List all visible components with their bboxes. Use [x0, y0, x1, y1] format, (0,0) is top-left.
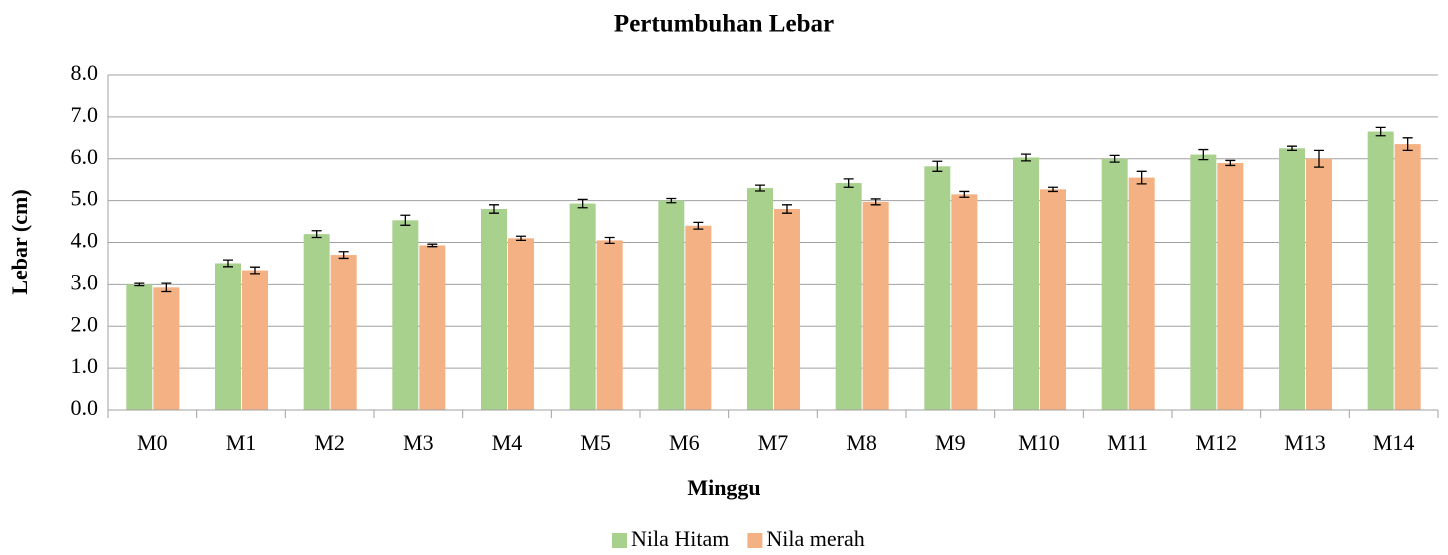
- error-bar: [1225, 159, 1236, 167]
- error-bar: [161, 282, 172, 293]
- error-bar: [604, 236, 615, 244]
- bar: [153, 287, 180, 410]
- bar: [1101, 158, 1128, 410]
- error-bar: [1048, 186, 1058, 193]
- error-bar: [427, 243, 438, 248]
- bar: [835, 183, 862, 410]
- y-tick-label: 5.0: [71, 186, 99, 211]
- bar: [481, 209, 507, 410]
- bar: [774, 209, 800, 410]
- x-tick-label: M0: [137, 430, 168, 455]
- chart-title: Pertumbuhan Lebar: [614, 11, 834, 38]
- error-bar: [1402, 137, 1413, 152]
- error-bar: [782, 204, 792, 214]
- bar: [126, 284, 153, 410]
- bar: [242, 270, 268, 410]
- x-tick-label: M5: [580, 430, 611, 455]
- error-bar: [870, 198, 881, 206]
- bar: [569, 203, 596, 410]
- bar: [1367, 131, 1394, 410]
- error-bar: [338, 251, 349, 260]
- bar: [215, 263, 241, 410]
- y-axis-title: Lebar (cm): [7, 189, 32, 294]
- bar: [1306, 158, 1332, 410]
- legend-label: Nila merah: [766, 526, 864, 551]
- error-bar: [516, 235, 526, 242]
- error-bar: [959, 190, 970, 198]
- error-bar: [1136, 170, 1147, 185]
- bar: [330, 255, 357, 410]
- error-bar: [1198, 148, 1209, 161]
- error-bar: [693, 221, 704, 230]
- error-bar: [1287, 145, 1297, 152]
- bar: [1128, 177, 1155, 410]
- x-tick-label: M1: [226, 430, 257, 455]
- x-tick-label: M2: [314, 430, 345, 455]
- x-tick-label: M4: [492, 430, 523, 455]
- error-bar: [223, 259, 233, 268]
- bar: [924, 166, 951, 410]
- x-tick-label: M3: [403, 430, 434, 455]
- y-tick-label: 7.0: [71, 102, 99, 127]
- bar: [508, 238, 534, 410]
- error-bar: [311, 230, 322, 239]
- x-tick-label: M6: [669, 430, 700, 455]
- bar: [596, 240, 623, 410]
- x-tick-label: M11: [1107, 430, 1148, 455]
- error-bar: [1021, 153, 1031, 162]
- bar: [658, 200, 685, 410]
- error-bar: [1314, 149, 1324, 168]
- error-bar: [577, 198, 588, 209]
- bar: [392, 220, 419, 410]
- y-tick-label: 2.0: [71, 311, 99, 336]
- bar: [685, 225, 712, 410]
- bar: [747, 188, 773, 410]
- error-bar: [843, 178, 854, 188]
- error-bar: [134, 282, 145, 287]
- x-axis-title: Minggu: [687, 475, 760, 500]
- bar: [1217, 162, 1244, 410]
- x-tick-label: M13: [1284, 430, 1326, 455]
- x-tick-label: M8: [846, 430, 877, 455]
- error-bar: [1375, 126, 1386, 137]
- bar: [419, 245, 446, 410]
- x-tick-label: M12: [1196, 430, 1238, 455]
- legend-swatch: [747, 533, 763, 548]
- error-bar: [932, 160, 943, 172]
- x-tick-label: M7: [758, 430, 789, 455]
- bar: [1279, 148, 1305, 410]
- bar: [951, 194, 978, 410]
- error-bar: [1109, 154, 1120, 163]
- bar: [1394, 144, 1421, 410]
- y-tick-label: 3.0: [71, 269, 99, 294]
- legend-label: Nila Hitam: [631, 526, 729, 551]
- x-tick-label: M9: [935, 430, 966, 455]
- error-bar: [666, 197, 677, 204]
- bar: [1013, 157, 1039, 410]
- y-tick-label: 4.0: [71, 228, 99, 253]
- error-bar: [250, 266, 260, 275]
- y-tick-label: 8.0: [71, 60, 99, 85]
- error-bar: [755, 184, 765, 192]
- bar: [862, 201, 889, 410]
- bar: [1040, 189, 1066, 410]
- y-tick-label: 1.0: [71, 353, 99, 378]
- bar: [303, 234, 330, 410]
- y-tick-label: 6.0: [71, 144, 99, 169]
- x-tick-label: M10: [1018, 430, 1060, 455]
- legend-swatch: [612, 533, 627, 548]
- bar: [1190, 154, 1217, 410]
- x-tick-label: M14: [1373, 430, 1415, 455]
- y-tick-label: 0.0: [71, 395, 99, 420]
- error-bar: [489, 204, 499, 214]
- error-bar: [400, 214, 411, 226]
